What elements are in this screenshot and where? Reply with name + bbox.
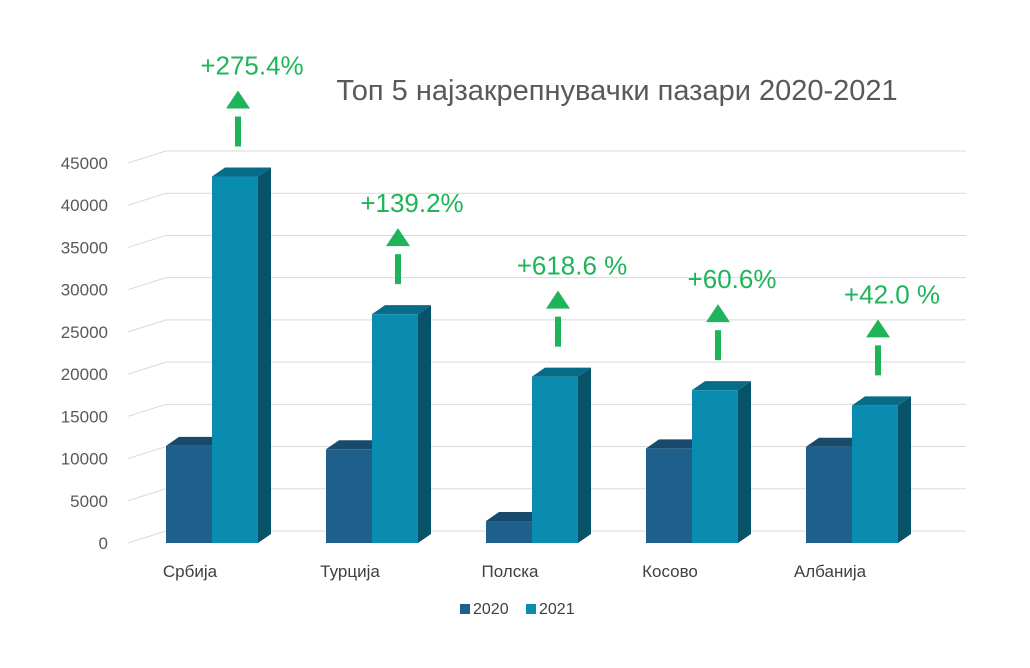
bar-side [418,305,431,543]
bar-2021 [372,305,431,543]
x-tick-label: Турција [320,562,380,581]
bar-side [258,167,271,543]
legend-swatch [526,604,536,614]
bar-top [372,305,431,315]
bar-front [326,449,372,543]
bar-side [738,381,751,543]
bar-side [898,396,911,543]
growth-arrow-shaft [395,254,401,285]
bar-2021 [852,396,911,543]
growth-arrow-head [386,228,410,247]
bar-2021 [692,381,751,543]
legend-label: 2020 [473,601,509,618]
x-tick-label: Албанија [794,562,867,581]
grid-diagonal [127,446,167,460]
y-tick-label: 40000 [61,196,108,215]
bar-top [646,439,705,449]
x-tick-label: Косово [642,562,698,581]
growth-arrow-shaft [715,330,721,361]
legend: 2020 2021 [460,601,575,618]
growth-label: +275.4% [200,51,303,81]
y-tick-label: 35000 [61,238,108,257]
bar-front [646,448,692,543]
growth-label: +618.6 % [517,251,628,281]
y-tick-label: 0 [99,534,108,553]
y-tick-label: 20000 [61,365,108,384]
grid-diagonal [127,319,167,333]
legend-label: 2021 [539,601,575,618]
y-axis-labels: 0 5000 10000 15000 20000 25000 30000 35000 40000… [61,154,108,553]
growth-arrow-shaft [235,116,241,147]
bar-top [852,396,911,406]
growth-annotations: +275.4% +139.2% +618.6 % +60.6% +42.0 % [200,51,940,376]
bar-top [326,440,385,450]
bar-top [806,437,865,447]
y-tick-label: 30000 [61,281,108,300]
bar-top [532,367,591,377]
bar-front [372,314,418,543]
bar-top [166,436,225,446]
growth-label: +42.0 % [844,279,940,309]
growth-arrow-shaft [555,316,561,347]
bar-front [166,445,212,543]
grid-diagonal [127,403,167,417]
growth-label: +139.2% [360,188,463,218]
growth-arrow-head [706,304,730,323]
bar-front [852,405,898,543]
grid-diagonal [127,488,167,502]
grid-diagonal [127,361,167,375]
bar-front [486,521,532,543]
y-tick-label: 10000 [61,450,108,469]
chart-title: Топ 5 најзакрепнувачки пазари 2020-2021 [336,75,897,107]
y-tick-label: 45000 [61,154,108,173]
bars [166,167,911,543]
growth-arrow-shaft [875,345,881,376]
bar-front [692,390,738,543]
grid-diagonal [127,192,167,206]
y-tick-label: 5000 [70,492,108,511]
bar-top [212,167,271,177]
y-tick-label: 15000 [61,407,108,426]
growth-arrow-head [226,90,250,109]
bar-front [212,176,258,543]
y-tick-label: 25000 [61,323,108,342]
x-axis-labels: Србија Турција Полска Косово Албанија [163,562,867,581]
growth-arrow-head [866,319,890,338]
growth-arrow-head [546,290,570,309]
bar-2021 [532,367,591,543]
grid-diagonal [127,150,167,164]
bar-top [486,512,545,522]
growth-label: +60.6% [688,264,777,294]
x-tick-label: Србија [163,562,218,581]
bar-top [692,381,751,391]
bar-front [532,376,578,543]
x-tick-label: Полска [482,562,540,581]
grid-diagonal [127,530,167,544]
bar-2021 [212,167,271,543]
bar-side [578,367,591,543]
legend-swatch [460,604,470,614]
bar-front [806,446,852,543]
grid-diagonal [127,277,167,291]
grid-diagonal [127,234,167,248]
